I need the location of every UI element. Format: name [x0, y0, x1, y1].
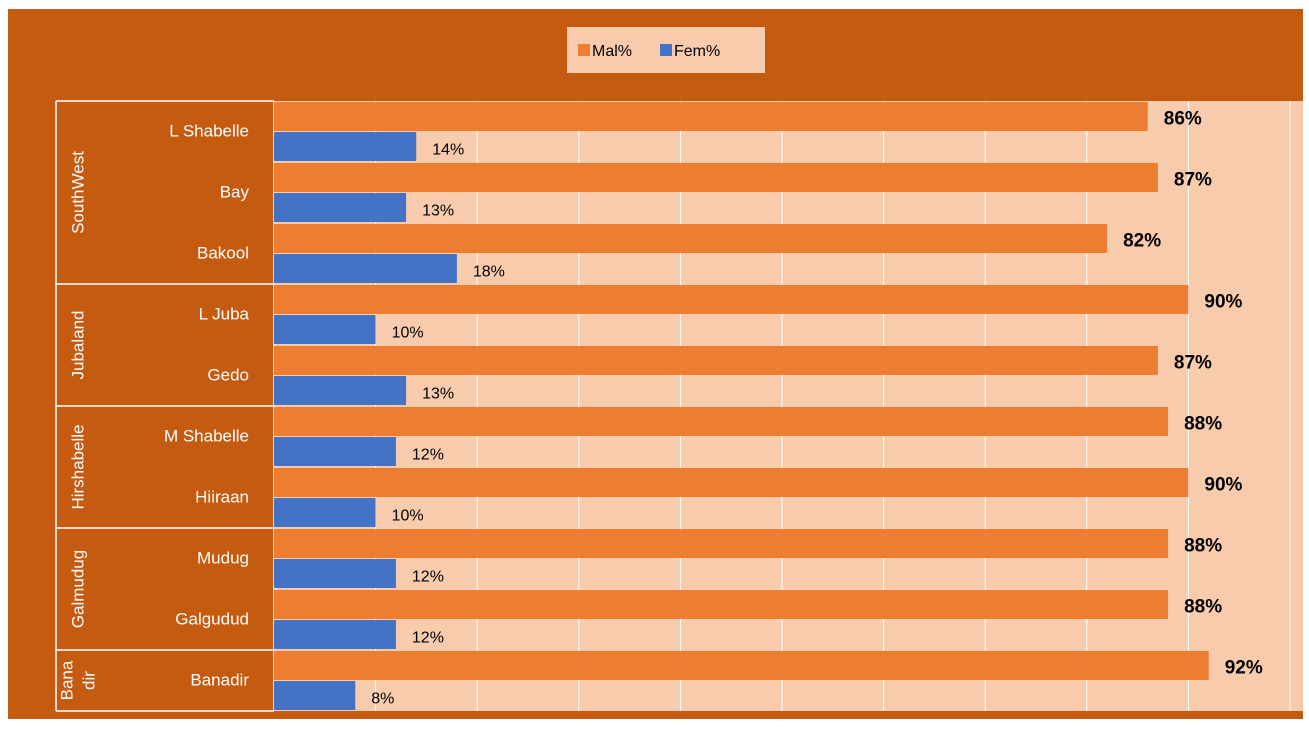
- data-label-fem: 10%: [392, 325, 424, 342]
- group-label: SouthWest: [69, 151, 88, 234]
- data-label-fem: 8%: [371, 691, 394, 708]
- bar-fem: [274, 559, 396, 588]
- group-label: Bana: [58, 660, 77, 700]
- bars: [274, 102, 1209, 710]
- data-label-fem: 12%: [412, 447, 444, 464]
- category-label: Galgudud: [175, 610, 249, 629]
- bar-fem: [274, 376, 407, 405]
- category-label: L Shabelle: [169, 122, 249, 141]
- data-label-fem: 13%: [422, 386, 454, 403]
- category-label: Bay: [220, 183, 250, 202]
- plot-area: [274, 101, 1303, 711]
- category-label: Hiiraan: [195, 488, 249, 507]
- bar-fem: [274, 315, 376, 344]
- data-label-fem: 18%: [473, 264, 505, 281]
- data-label-fem: 10%: [392, 508, 424, 525]
- category-label: Banadir: [190, 671, 249, 690]
- bar-fem: [274, 132, 417, 161]
- bar-fem: [274, 620, 396, 649]
- bar-fem: [274, 437, 396, 466]
- bar-mal: [274, 468, 1189, 497]
- category-label: L Juba: [199, 305, 250, 324]
- data-label-mal: 90%: [1204, 475, 1242, 496]
- bar-mal: [274, 346, 1158, 375]
- legend-label-fem: Fem%: [674, 43, 720, 60]
- bar-mal: [274, 590, 1169, 619]
- bar-mal: [274, 224, 1108, 253]
- bar-mal: [274, 285, 1189, 314]
- category-label: Bakool: [197, 244, 249, 263]
- category-label: M Shabelle: [164, 427, 249, 446]
- category-label: Gedo: [207, 366, 249, 385]
- bar-mal: [274, 407, 1169, 436]
- data-label-mal: 87%: [1174, 353, 1212, 374]
- data-label-mal: 88%: [1184, 536, 1222, 557]
- bar-mal: [274, 529, 1169, 558]
- data-label-mal: 82%: [1123, 231, 1161, 252]
- data-label-mal: 92%: [1225, 658, 1263, 679]
- data-label-fem: 12%: [412, 630, 444, 647]
- bar-fem: [274, 498, 376, 527]
- data-label-mal: 88%: [1184, 597, 1222, 618]
- data-label-mal: 90%: [1204, 292, 1242, 313]
- data-labels: 86% 14% 87% 13% 82% 18% 90% 10% 87% 13% 88% 12% 90% 1…: [371, 109, 1263, 708]
- legend-label-mal: Mal%: [592, 43, 632, 60]
- data-label-fem: 14%: [432, 142, 464, 159]
- bar-mal: [274, 651, 1209, 680]
- bar-fem: [274, 193, 407, 222]
- legend-swatch-fem: [660, 44, 672, 56]
- legend: Mal% Fem%: [567, 27, 765, 73]
- bar-mal: [274, 102, 1148, 131]
- data-label-mal: 86%: [1164, 109, 1202, 130]
- bar-chart: Mal% Fem% SouthWest Jubaland Hirshabelle Gal…: [8, 9, 1303, 719]
- category-label: Mudug: [197, 549, 249, 568]
- data-label-mal: 87%: [1174, 170, 1212, 191]
- data-label-fem: 13%: [422, 203, 454, 220]
- group-labels: SouthWest Jubaland Hirshabelle Galmudug Bana…: [58, 151, 99, 701]
- data-label-fem: 12%: [412, 569, 444, 586]
- group-label: Galmudug: [69, 550, 88, 628]
- group-label: Jubaland: [69, 310, 88, 379]
- category-labels: L Shabelle Bay Bakool L Juba Gedo M Shabelle H…: [164, 122, 250, 690]
- legend-swatch-mal: [578, 44, 590, 56]
- bar-fem: [274, 254, 457, 283]
- group-label: dir: [80, 671, 99, 690]
- chart-container: Mal% Fem% SouthWest Jubaland Hirshabelle Gal…: [8, 9, 1303, 719]
- bar-mal: [274, 163, 1158, 192]
- group-label: Hirshabelle: [69, 424, 88, 509]
- data-label-mal: 88%: [1184, 414, 1222, 435]
- bar-fem: [274, 681, 356, 710]
